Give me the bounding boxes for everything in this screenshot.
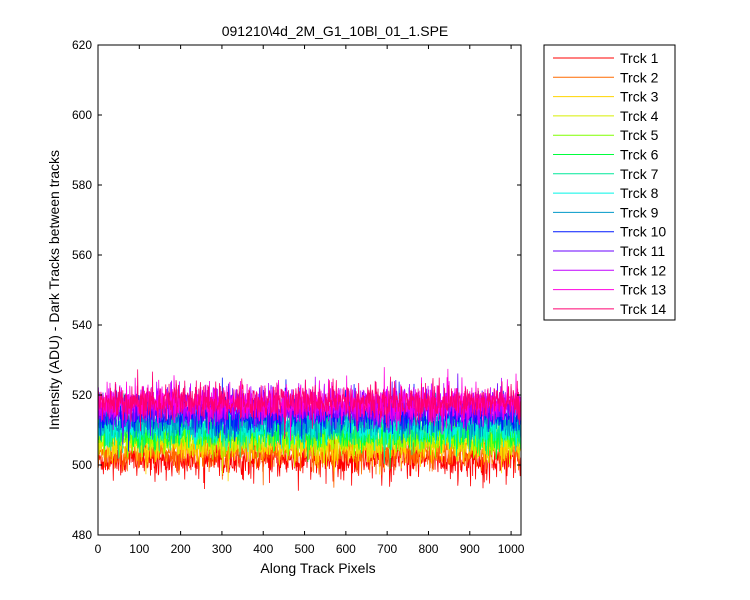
x-axis-label: Along Track Pixels: [260, 560, 375, 576]
legend-label: Trck 14: [620, 301, 666, 317]
legend-entry: Trck 14: [553, 301, 666, 317]
legend-entry: Trck 5: [553, 127, 659, 143]
y-tick-labels: 480 500 520 540 560 580 600 620: [72, 38, 92, 542]
plot-frame: [97, 44, 522, 536]
legend-label: Trck 1: [620, 50, 659, 66]
legend-entries: Trck 1 Trck 2 Trck 3 Trck 4 Trck 5 Trck 6 Trck…: [553, 50, 666, 317]
legend-label: Trck 6: [620, 147, 659, 163]
legend-label: Trck 7: [620, 166, 659, 182]
x-tick-label: 1000: [498, 542, 525, 556]
x-tick-label: 700: [377, 542, 397, 556]
legend: Trck 1 Trck 2 Trck 3 Trck 4 Trck 5 Trck 6 Trck…: [543, 44, 676, 321]
y-tick-label: 480: [72, 528, 92, 542]
y-tick-label: 560: [72, 248, 92, 262]
y-axis-label: Intensity (ADU) - Dark Tracks between tr…: [46, 150, 62, 430]
series-line-14: [97, 369, 522, 438]
x-tick-label: 900: [460, 542, 480, 556]
legend-label: Trck 11: [620, 243, 665, 259]
legend-entry: Trck 9: [553, 204, 659, 220]
y-tick-label: 620: [72, 38, 92, 52]
legend-label: Trck 10: [620, 224, 666, 240]
legend-label: Trck 5: [620, 127, 659, 143]
legend-entry: Trck 1: [553, 50, 659, 66]
y-tick-label: 500: [72, 458, 92, 472]
x-tick-label: 600: [336, 542, 356, 556]
chart-title: 091210\4d_2M_G1_10Bl_01_1.SPE: [222, 23, 449, 39]
series-layer: [97, 367, 522, 491]
legend-label: Trck 8: [620, 185, 659, 201]
x-tick-label: 500: [295, 542, 315, 556]
legend-entry: Trck 3: [553, 89, 659, 105]
axis-ticks: [97, 44, 521, 536]
legend-entry: Trck 2: [553, 69, 659, 85]
legend-label: Trck 2: [620, 69, 659, 85]
y-tick-label: 540: [72, 318, 92, 332]
plot-area: [97, 44, 522, 536]
legend-box: [543, 44, 676, 321]
x-tick-label: 200: [171, 542, 191, 556]
legend-entry: Trck 8: [553, 185, 659, 201]
x-tick-label: 300: [212, 542, 232, 556]
legend-label: Trck 4: [620, 108, 659, 124]
legend-entry: Trck 12: [553, 262, 666, 278]
legend-entry: Trck 13: [553, 282, 666, 298]
y-tick-label: 520: [72, 388, 92, 402]
legend-entry: Trck 6: [553, 147, 659, 163]
x-tick-label: 800: [418, 542, 438, 556]
x-tick-label: 100: [129, 542, 149, 556]
x-tick-label: 0: [95, 542, 102, 556]
legend-entry: Trck 11: [553, 243, 665, 259]
legend-label: Trck 3: [620, 89, 659, 105]
x-tick-label: 400: [253, 542, 273, 556]
legend-label: Trck 9: [620, 204, 659, 220]
legend-entry: Trck 4: [553, 108, 659, 124]
legend-label: Trck 12: [620, 262, 666, 278]
legend-entry: Trck 7: [553, 166, 659, 182]
legend-label: Trck 13: [620, 282, 666, 298]
x-tick-labels: 0 100 200 300 400 500 600 700 800 900 1000: [95, 542, 525, 556]
y-tick-label: 600: [72, 108, 92, 122]
y-tick-label: 580: [72, 178, 92, 192]
legend-entry: Trck 10: [553, 224, 666, 240]
